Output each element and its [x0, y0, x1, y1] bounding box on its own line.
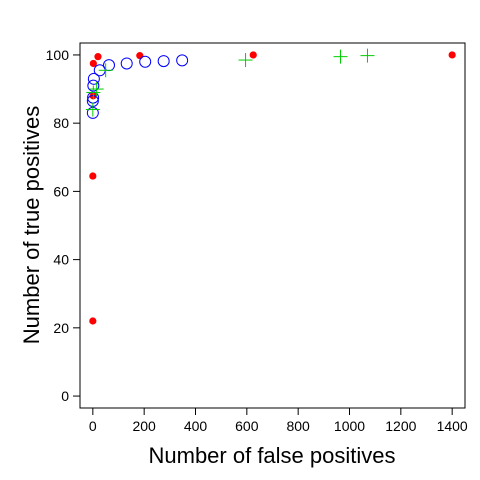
x-tick-label: 1200	[385, 418, 416, 434]
x-tick-label: 400	[184, 418, 208, 434]
x-axis-title: Number of false positives	[149, 443, 396, 468]
filled-circle-point	[89, 59, 97, 68]
filled-circle-point	[136, 52, 144, 60]
x-tick-label: 200	[132, 418, 156, 434]
open-circle-point	[176, 54, 189, 67]
filled-circle-point	[89, 317, 97, 325]
open-circle-point	[139, 55, 152, 68]
plus-point	[85, 102, 100, 117]
plus-point	[333, 49, 348, 64]
plus-point	[86, 85, 101, 100]
filled-circle-point	[448, 51, 456, 59]
y-tick-label: 80	[53, 115, 69, 131]
x-axis: 0 200 400 600 800 1000 1200 1400	[89, 408, 468, 434]
open-circle-point	[157, 55, 170, 68]
open-circle-point	[103, 59, 116, 72]
x-tick-label: 1400	[437, 418, 468, 434]
plus-point	[238, 53, 253, 68]
filled-circle-point	[94, 53, 102, 61]
plus-point	[89, 82, 104, 97]
open-circle-point	[120, 57, 133, 70]
y-tick-label: 20	[53, 320, 69, 336]
plus-point	[360, 48, 375, 63]
y-tick-label: 0	[61, 388, 69, 404]
y-axis-title: Number of true positives	[19, 106, 44, 344]
plot-frame	[79, 42, 466, 409]
x-tick-label: 1000	[334, 418, 365, 434]
y-tick-label: 60	[53, 183, 69, 199]
x-tick-label: 0	[89, 418, 97, 434]
y-tick-label: 40	[53, 252, 69, 268]
y-axis: 0 20 40 60 80 100	[46, 47, 80, 404]
filled-circle-point	[89, 172, 97, 180]
y-tick-label: 100	[46, 47, 70, 63]
plus-point	[98, 63, 113, 78]
x-tick-label: 800	[286, 418, 310, 434]
open-circle-point	[87, 72, 100, 85]
filled-circle-point	[249, 51, 257, 59]
data-points	[85, 48, 456, 325]
x-tick-label: 600	[235, 418, 259, 434]
